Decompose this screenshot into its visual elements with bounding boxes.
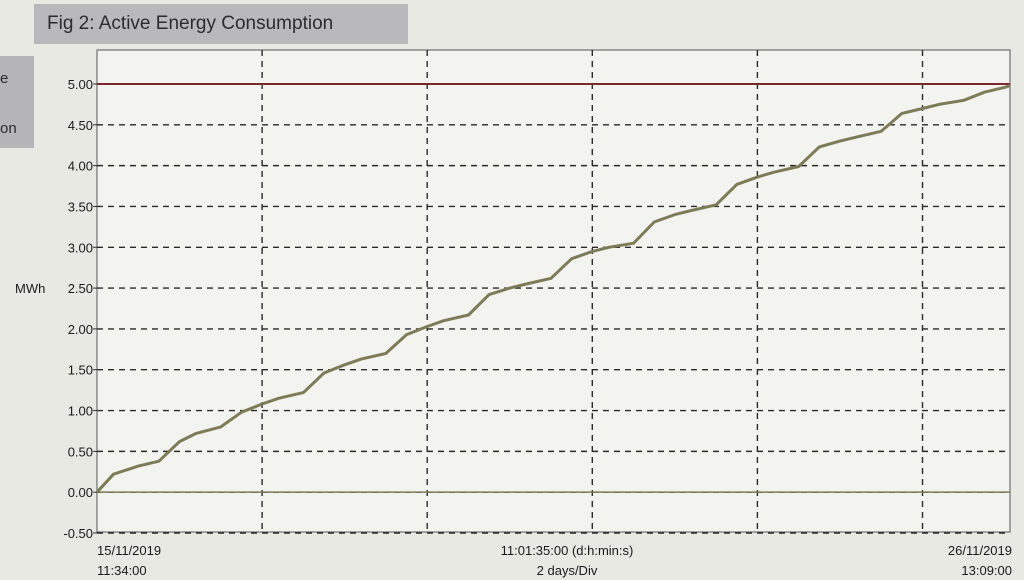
x-division-label: 2 days/Div bbox=[537, 563, 598, 578]
x-end-date: 26/11/2019 bbox=[948, 543, 1012, 558]
figure-title-box: Fig 2: Active Energy Consumption bbox=[34, 4, 408, 44]
side-panel: e on bbox=[0, 56, 34, 148]
y-tick-label: 4.00 bbox=[68, 159, 93, 174]
figure-title: Fig 2: Active Energy Consumption bbox=[47, 13, 334, 34]
y-tick-label: 4.50 bbox=[68, 118, 93, 133]
y-axis-label: MWh bbox=[15, 281, 45, 296]
y-tick-label: 0.00 bbox=[68, 485, 93, 500]
x-axis-labels: 15/11/2019 11:34:00 11:01:35:00 (d:h:min:s… bbox=[97, 543, 1012, 578]
y-axis: 5.00 4.50 4.00 3.50 3.00 2.50 2.00 1.50 1.00 0.50… bbox=[63, 77, 97, 541]
x-start-time: 11:34:00 bbox=[97, 563, 147, 578]
y-tick-label: 3.50 bbox=[68, 199, 93, 214]
y-tick-label: 3.00 bbox=[68, 240, 93, 255]
y-tick-label: 1.50 bbox=[68, 363, 93, 378]
x-span-label: 11:01:35:00 (d:h:min:s) bbox=[501, 543, 634, 558]
x-start-date: 15/11/2019 bbox=[97, 543, 161, 558]
y-tick-label: 2.50 bbox=[68, 281, 93, 296]
y-tick-label: 2.00 bbox=[68, 322, 93, 337]
plot-area bbox=[96, 49, 1011, 533]
side-label-2: on bbox=[0, 120, 17, 137]
y-tick-label: 0.50 bbox=[68, 444, 93, 459]
y-tick-label: 1.00 bbox=[68, 404, 93, 419]
y-tick-label: -0.50 bbox=[63, 526, 93, 541]
y-tick-label: 5.00 bbox=[68, 77, 93, 92]
series-line-energy bbox=[95, 84, 1011, 494]
side-label-1: e bbox=[0, 70, 9, 87]
x-end-time: 13:09:00 bbox=[961, 563, 1012, 578]
